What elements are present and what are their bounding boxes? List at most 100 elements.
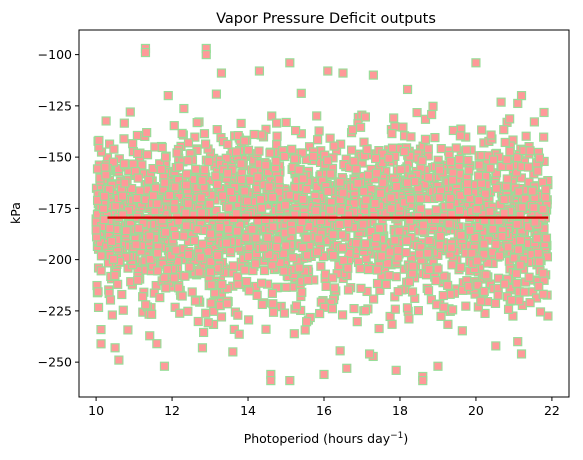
scatter-point [175,308,185,318]
scatter-point [407,287,418,297]
scatter-point [160,227,171,237]
scatter-point [169,204,179,214]
scatter-point [157,215,167,225]
scatter-point [329,283,340,293]
scatter-point [179,231,189,241]
scatter-point [328,273,338,283]
scatter-point [177,291,187,301]
scatter-point [152,248,163,258]
scatter-point [247,224,257,235]
scatter-point [119,159,129,169]
y-tick-label: −100 [38,47,72,62]
scatter-point [289,154,300,164]
scatter-point [120,178,130,188]
scatter-point [481,270,491,280]
scatter-point [267,111,277,121]
scatter-point [118,305,128,315]
scatter-point [228,347,238,357]
scatter-point [485,207,495,217]
scatter-point [420,134,431,144]
scatter-point [231,208,241,219]
scatter-point [410,176,420,187]
scatter-point [342,363,352,373]
scatter-point [197,176,207,186]
scatter-point [538,289,548,299]
scatter-point [215,222,225,232]
scatter-point [381,279,391,290]
scatter-point [338,255,349,266]
scatter-point [160,152,171,162]
x-tick-label: 18 [392,403,408,418]
scatter-point [404,314,414,324]
scatter-point [326,169,336,179]
scatter-point [211,89,222,99]
scatter-point [134,223,144,234]
scatter-point [181,221,191,231]
scatter-point [438,290,448,301]
scatter-point [243,145,254,155]
scatter-point [457,326,467,336]
scatter-point [296,88,306,98]
scatter-point [538,268,548,278]
scatter-point [314,234,324,244]
scatter-point [233,279,243,289]
scatter-point [289,329,299,339]
scatter-point [474,160,484,170]
scatter-point [290,183,300,193]
scatter-point [529,203,539,213]
scatter-point [251,233,261,243]
scatter-point [337,243,348,253]
scatter-point [525,298,535,308]
scatter-point [259,265,270,276]
x-tick-label: 16 [316,403,332,418]
scatter-point [242,276,252,287]
scatter-point [96,266,106,276]
scatter-point [479,249,489,259]
scatter-point [268,299,278,309]
scatter-point [216,312,227,322]
scatter-point [314,126,324,136]
scatter-point [372,278,383,289]
scatter-point [223,224,233,234]
scatter-point [415,194,425,204]
scatter-point [479,286,489,297]
scatter-point [401,248,411,258]
scatter-point [162,264,173,275]
scatter-point [312,135,323,145]
scatter-point [371,233,381,243]
scatter-point [206,280,216,290]
scatter-point [101,170,111,180]
scatter-point [222,299,232,309]
scatter-point [485,163,495,173]
scatter-point [398,122,408,132]
scatter-point [402,84,413,95]
scatter-point [206,229,216,239]
scatter-point [424,264,434,275]
scatter-point [302,317,312,327]
scatter-point [244,286,254,296]
scatter-point [142,127,152,138]
scatter-point [190,132,200,142]
scatter-point [199,327,209,338]
scatter-point [374,223,385,234]
scatter-point [206,257,216,267]
scatter-point [507,295,517,305]
scatter-point [281,241,291,251]
scatter-point [217,279,227,290]
scatter-point [194,267,204,277]
scatter-point [135,186,145,196]
scatter-point [328,250,338,261]
scatter-point [336,206,346,216]
scatter-point [157,142,167,153]
scatter-point [99,191,110,201]
x-axis-label: Photoperiod (hours day−1) [244,431,409,446]
scatter-point [378,178,388,188]
scatter-point [351,238,362,248]
scatter-point [399,146,409,157]
scatter-point [511,269,522,279]
scatter-point [165,190,175,201]
scatter-point [447,260,457,270]
scatter-point [100,162,110,172]
scatter-point [515,235,526,246]
scatter-point [125,107,135,117]
